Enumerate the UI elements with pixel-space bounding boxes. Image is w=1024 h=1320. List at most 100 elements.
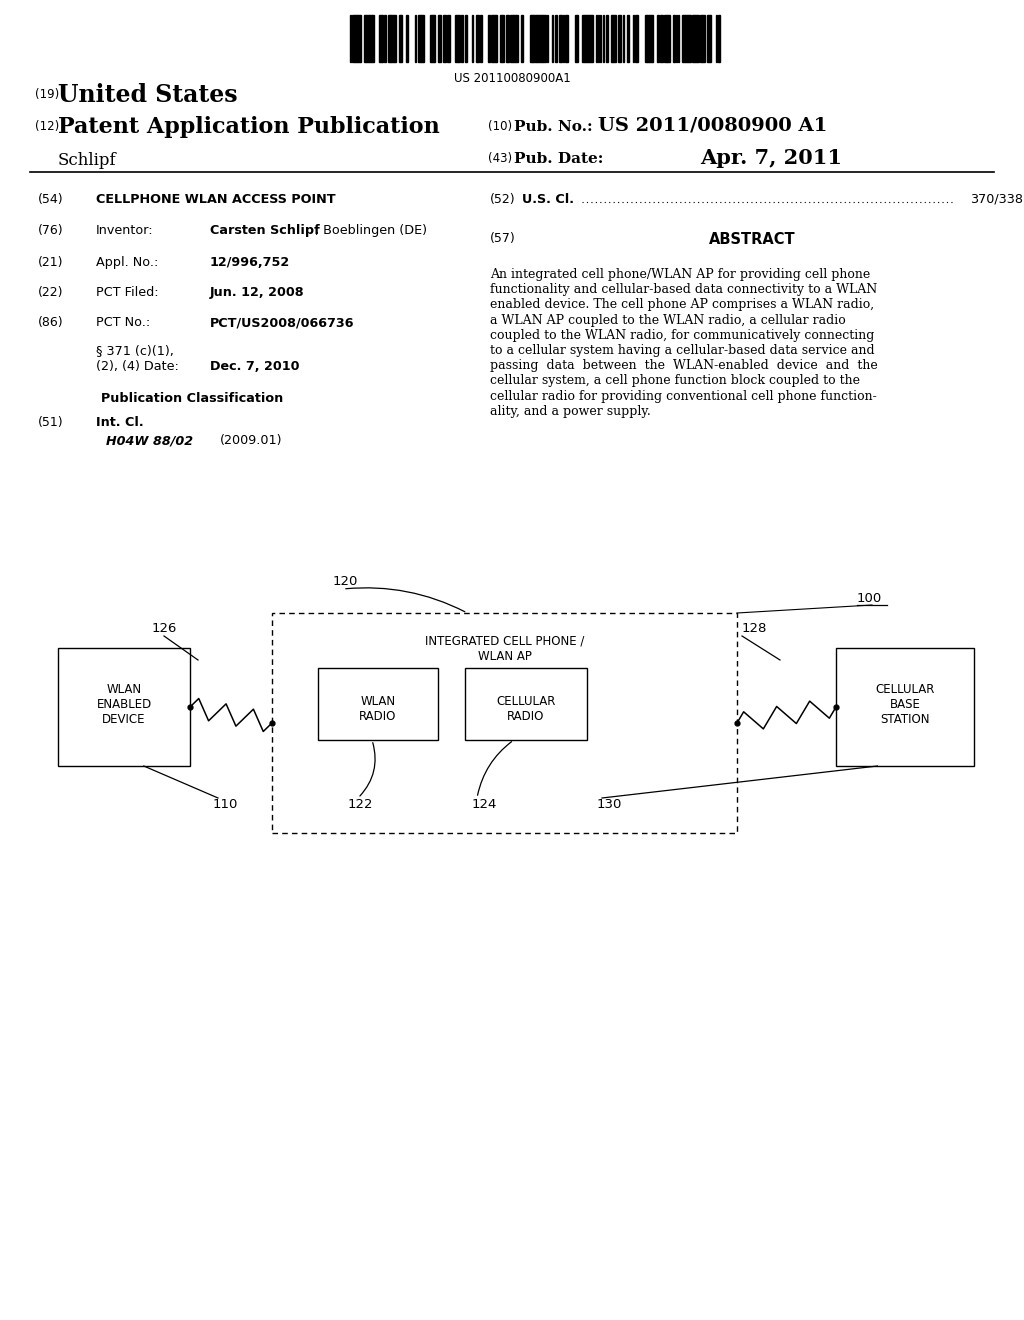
Text: (19): (19) (35, 88, 59, 102)
Bar (480, 15, 482, 62)
Text: PCT No.:: PCT No.: (96, 315, 151, 329)
Bar (443, 15, 446, 62)
Bar (540, 15, 543, 62)
Text: U.S. Cl.: U.S. Cl. (522, 193, 574, 206)
Bar (369, 15, 372, 62)
Bar (588, 15, 590, 62)
Text: Int. Cl.: Int. Cl. (96, 416, 143, 429)
Text: (21): (21) (38, 256, 63, 269)
Bar (461, 15, 463, 62)
Bar (700, 15, 702, 62)
Text: Publication Classification: Publication Classification (101, 392, 283, 405)
Bar (366, 15, 369, 62)
Bar (618, 15, 621, 62)
Text: WLAN: WLAN (360, 696, 395, 708)
Bar (490, 15, 493, 62)
Bar (606, 15, 608, 62)
Bar (543, 15, 546, 62)
Text: cellular radio for providing conventional cell phone function-: cellular radio for providing conventiona… (490, 389, 877, 403)
Text: 12/996,752: 12/996,752 (210, 256, 290, 269)
Text: a WLAN AP coupled to the WLAN radio, a cellular radio: a WLAN AP coupled to the WLAN radio, a c… (490, 314, 846, 326)
Bar (421, 15, 423, 62)
Text: passing  data  between  the  WLAN-enabled  device  and  the: passing data between the WLAN-enabled de… (490, 359, 878, 372)
Bar (384, 15, 386, 62)
Text: (86): (86) (38, 315, 63, 329)
Bar (697, 15, 699, 62)
Text: (76): (76) (38, 224, 63, 238)
Bar (555, 15, 557, 62)
Text: RADIO: RADIO (507, 710, 545, 723)
Text: CELLULAR: CELLULAR (497, 696, 556, 708)
Text: RADIO: RADIO (359, 710, 396, 723)
Text: WLAN AP: WLAN AP (477, 649, 531, 663)
Bar (447, 15, 450, 62)
Bar (418, 15, 421, 62)
Text: Appl. No.:: Appl. No.: (96, 256, 159, 269)
Bar (358, 15, 360, 62)
Text: 110: 110 (213, 799, 239, 810)
Text: Inventor:: Inventor: (96, 224, 154, 238)
Bar (502, 15, 504, 62)
Text: BASE: BASE (890, 698, 921, 711)
Text: WLAN: WLAN (106, 682, 141, 696)
Bar (590, 15, 593, 62)
Text: cellular system, a cell phone function block coupled to the: cellular system, a cell phone function b… (490, 375, 860, 387)
Text: Pub. No.:: Pub. No.: (514, 120, 593, 135)
Text: Carsten Schlipf: Carsten Schlipf (210, 224, 319, 238)
Bar (584, 15, 587, 62)
Text: to a cellular system having a cellular-based data service and: to a cellular system having a cellular-b… (490, 345, 874, 356)
Text: enabled device. The cell phone AP comprises a WLAN radio,: enabled device. The cell phone AP compri… (490, 298, 874, 312)
Bar (534, 15, 536, 62)
Bar (379, 15, 381, 62)
Text: An integrated cell phone/WLAN AP for providing cell phone: An integrated cell phone/WLAN AP for pro… (490, 268, 870, 281)
Text: US 2011/0080900 A1: US 2011/0080900 A1 (598, 116, 827, 135)
Text: 370/338: 370/338 (970, 193, 1023, 206)
Text: ABSTRACT: ABSTRACT (709, 232, 796, 247)
Bar (575, 15, 578, 62)
Bar (657, 15, 659, 62)
Bar (582, 15, 584, 62)
Bar (516, 15, 518, 62)
Text: PCT Filed:: PCT Filed: (96, 286, 159, 300)
Text: 120: 120 (333, 576, 358, 587)
Bar (391, 15, 394, 62)
Text: (57): (57) (490, 232, 516, 246)
Text: Patent Application Publication: Patent Application Publication (58, 116, 439, 139)
Text: Apr. 7, 2011: Apr. 7, 2011 (700, 148, 842, 168)
Bar (537, 15, 540, 62)
Bar (513, 15, 516, 62)
Bar (500, 15, 502, 62)
Bar (364, 15, 366, 62)
Bar (510, 15, 513, 62)
Bar (352, 15, 355, 62)
Text: INTEGRATED CELL PHONE /: INTEGRATED CELL PHONE / (425, 635, 584, 648)
Text: (54): (54) (38, 193, 63, 206)
Bar (272, 612, 737, 833)
Bar (667, 15, 670, 62)
Text: Dec. 7, 2010: Dec. 7, 2010 (210, 360, 299, 374)
Bar (493, 15, 496, 62)
Bar (356, 15, 358, 62)
Text: 130: 130 (597, 799, 623, 810)
Text: Pub. Date:: Pub. Date: (514, 152, 603, 166)
Text: (2), (4) Date:: (2), (4) Date: (96, 360, 179, 374)
Text: PCT/US2008/066736: PCT/US2008/066736 (210, 315, 354, 329)
Bar (455, 15, 458, 62)
Bar (694, 15, 697, 62)
Text: (51): (51) (38, 416, 63, 429)
Text: (22): (22) (38, 286, 63, 300)
Text: US 20110080900A1: US 20110080900A1 (454, 73, 570, 84)
Bar (649, 15, 651, 62)
Text: (2009.01): (2009.01) (220, 434, 283, 447)
Text: STATION: STATION (881, 713, 930, 726)
Text: CELLULAR: CELLULAR (876, 682, 935, 696)
Bar (645, 15, 647, 62)
Bar (406, 15, 408, 62)
Bar (58, 648, 190, 766)
Bar (635, 15, 637, 62)
Bar (836, 648, 974, 766)
Text: (52): (52) (490, 193, 516, 206)
Text: 122: 122 (348, 799, 374, 810)
Text: 126: 126 (152, 622, 177, 635)
Bar (372, 15, 374, 62)
